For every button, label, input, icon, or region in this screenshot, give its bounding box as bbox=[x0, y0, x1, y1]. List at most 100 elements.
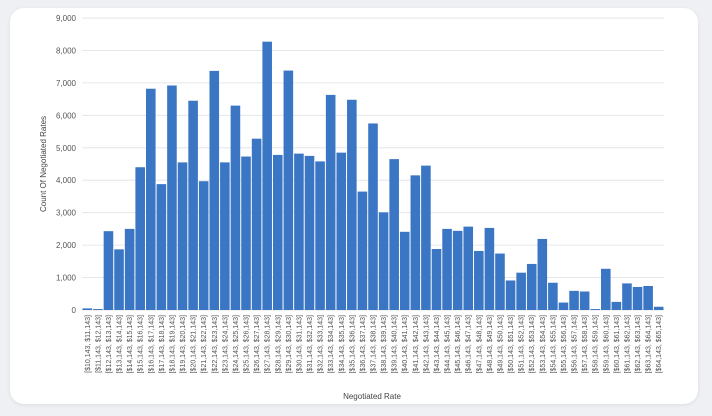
y-tick-label: 4,000 bbox=[56, 176, 77, 185]
bar[interactable] bbox=[145, 88, 156, 311]
bar[interactable] bbox=[622, 283, 632, 310]
bar[interactable] bbox=[442, 228, 452, 310]
bar[interactable] bbox=[579, 291, 590, 310]
bar[interactable] bbox=[389, 159, 399, 310]
bar[interactable] bbox=[410, 175, 421, 310]
bar[interactable] bbox=[431, 249, 442, 310]
bar[interactable] bbox=[452, 230, 463, 310]
x-tick-label: [$51,143, $52,143] bbox=[519, 315, 526, 373]
x-tick-label: [$20,143, $21,143] bbox=[191, 315, 198, 373]
bar[interactable] bbox=[653, 306, 664, 310]
bar[interactable] bbox=[347, 99, 357, 310]
bar[interactable] bbox=[357, 191, 368, 310]
y-tick-label: 2,000 bbox=[56, 241, 77, 250]
chart-card: 0 1,000 2,000 3,000 4,000 5,000 6,000 7,000 8,00… bbox=[10, 8, 698, 404]
bar[interactable] bbox=[93, 309, 103, 310]
x-tick-label: [$10,143, $11,143] bbox=[85, 315, 92, 373]
x-tick-label: [$39,143, $40,143] bbox=[392, 315, 399, 373]
x-tick-label: [$28,143, $29,143] bbox=[275, 315, 282, 373]
x-tick-label: [$35,143, $36,143] bbox=[349, 315, 356, 373]
bar[interactable] bbox=[526, 263, 537, 310]
bar[interactable] bbox=[304, 155, 315, 310]
bar[interactable] bbox=[548, 282, 558, 310]
bar[interactable] bbox=[474, 250, 484, 310]
bar[interactable] bbox=[188, 100, 198, 310]
bar[interactable] bbox=[315, 161, 325, 310]
y-tick-label: 0 bbox=[72, 306, 77, 315]
x-tick-label: [$38,143, $39,143] bbox=[381, 315, 388, 373]
x-tick-label: [$41,143, $42,143] bbox=[413, 315, 420, 373]
bar[interactable] bbox=[283, 70, 294, 310]
x-tick-label: [$19,143, $20,143] bbox=[180, 315, 187, 373]
bar[interactable] bbox=[220, 162, 230, 310]
bar[interactable] bbox=[336, 152, 347, 310]
x-tick-label: [$34,143, $35,143] bbox=[339, 315, 346, 373]
x-tick-label: [$62,143, $63,143] bbox=[635, 315, 642, 373]
x-tick-label: [$56,143, $57,143] bbox=[572, 315, 579, 373]
bar[interactable] bbox=[632, 286, 643, 310]
bar[interactable] bbox=[114, 249, 124, 310]
bar[interactable] bbox=[611, 301, 622, 310]
bar[interactable] bbox=[558, 302, 569, 310]
bar[interactable] bbox=[198, 181, 209, 310]
x-tick-label: [$32,143, $33,143] bbox=[318, 315, 325, 373]
bar[interactable] bbox=[135, 167, 145, 310]
bar[interactable] bbox=[325, 94, 336, 310]
x-tick-label: [$60,143, $61,143] bbox=[614, 315, 621, 373]
x-tick-label: [$11,143, $12,143] bbox=[95, 315, 102, 373]
x-tick-label: [$49,143, $50,143] bbox=[497, 315, 504, 373]
y-tick-label: 7,000 bbox=[56, 79, 77, 88]
x-tick-label: [$61,143, $62,143] bbox=[624, 315, 631, 373]
bar[interactable] bbox=[294, 153, 304, 310]
x-tick-label: [$44,143, $45,143] bbox=[445, 315, 452, 373]
x-tick-label: [$64,143, $65,143] bbox=[656, 315, 663, 373]
x-tick-label: [$47,143, $48,143] bbox=[476, 315, 483, 373]
bar[interactable] bbox=[378, 212, 389, 310]
x-tick-label: [$52,143, $53,143] bbox=[529, 315, 536, 373]
bar[interactable] bbox=[103, 231, 114, 310]
bar[interactable] bbox=[516, 272, 526, 310]
bar[interactable] bbox=[177, 162, 188, 310]
x-tick-label: [$46,143, $47,143] bbox=[466, 315, 473, 373]
y-tick-label: 1,000 bbox=[56, 274, 77, 283]
bar[interactable] bbox=[643, 285, 653, 310]
y-tick-label: 6,000 bbox=[56, 111, 77, 120]
x-tick-label: [$21,143, $22,143] bbox=[201, 315, 208, 373]
bar[interactable] bbox=[495, 253, 505, 310]
bar[interactable] bbox=[262, 41, 272, 310]
bar[interactable] bbox=[241, 156, 251, 310]
x-tick-label: [$29,143, $30,143] bbox=[286, 315, 293, 373]
bar[interactable] bbox=[537, 238, 548, 310]
x-tick-label: [$17,143, $18,143] bbox=[159, 315, 166, 373]
bar[interactable] bbox=[368, 123, 378, 310]
bar[interactable] bbox=[569, 290, 579, 310]
bar[interactable] bbox=[272, 154, 283, 310]
x-tick-label: [$31,143, $32,143] bbox=[307, 315, 314, 373]
x-tick-label: [$24,143, $25,143] bbox=[233, 315, 240, 373]
x-tick-label: [$54,143, $55,143] bbox=[550, 315, 557, 373]
bar[interactable] bbox=[124, 228, 135, 310]
bar[interactable] bbox=[156, 184, 167, 310]
bar[interactable] bbox=[601, 268, 611, 310]
bar[interactable] bbox=[167, 85, 177, 311]
x-tick-label: [$42,143, $43,143] bbox=[423, 315, 430, 373]
x-tick-label: [$57,143, $58,143] bbox=[582, 315, 589, 373]
bar[interactable] bbox=[421, 165, 431, 310]
y-tick-label: 8,000 bbox=[56, 46, 77, 55]
y-tick-label: 9,000 bbox=[56, 14, 77, 23]
x-tick-label: [$63,143, $64,143] bbox=[646, 315, 653, 373]
x-tick-label: [$55,143, $56,143] bbox=[561, 315, 568, 373]
bar[interactable] bbox=[463, 226, 474, 310]
x-tick-label: [$25,143, $26,143] bbox=[244, 315, 251, 373]
bar[interactable] bbox=[505, 280, 516, 310]
bar[interactable] bbox=[399, 231, 410, 310]
bar[interactable] bbox=[251, 138, 262, 310]
bar[interactable] bbox=[209, 70, 220, 310]
x-tick-label: [$58,143, $59,143] bbox=[593, 315, 600, 373]
x-tick-label: [$23,143, $24,143] bbox=[222, 315, 229, 373]
bar[interactable] bbox=[590, 309, 601, 310]
bar[interactable] bbox=[82, 308, 93, 310]
bar[interactable] bbox=[230, 105, 241, 310]
bar[interactable] bbox=[484, 227, 495, 310]
x-tick-label: [$14,143, $15,143] bbox=[127, 315, 134, 373]
